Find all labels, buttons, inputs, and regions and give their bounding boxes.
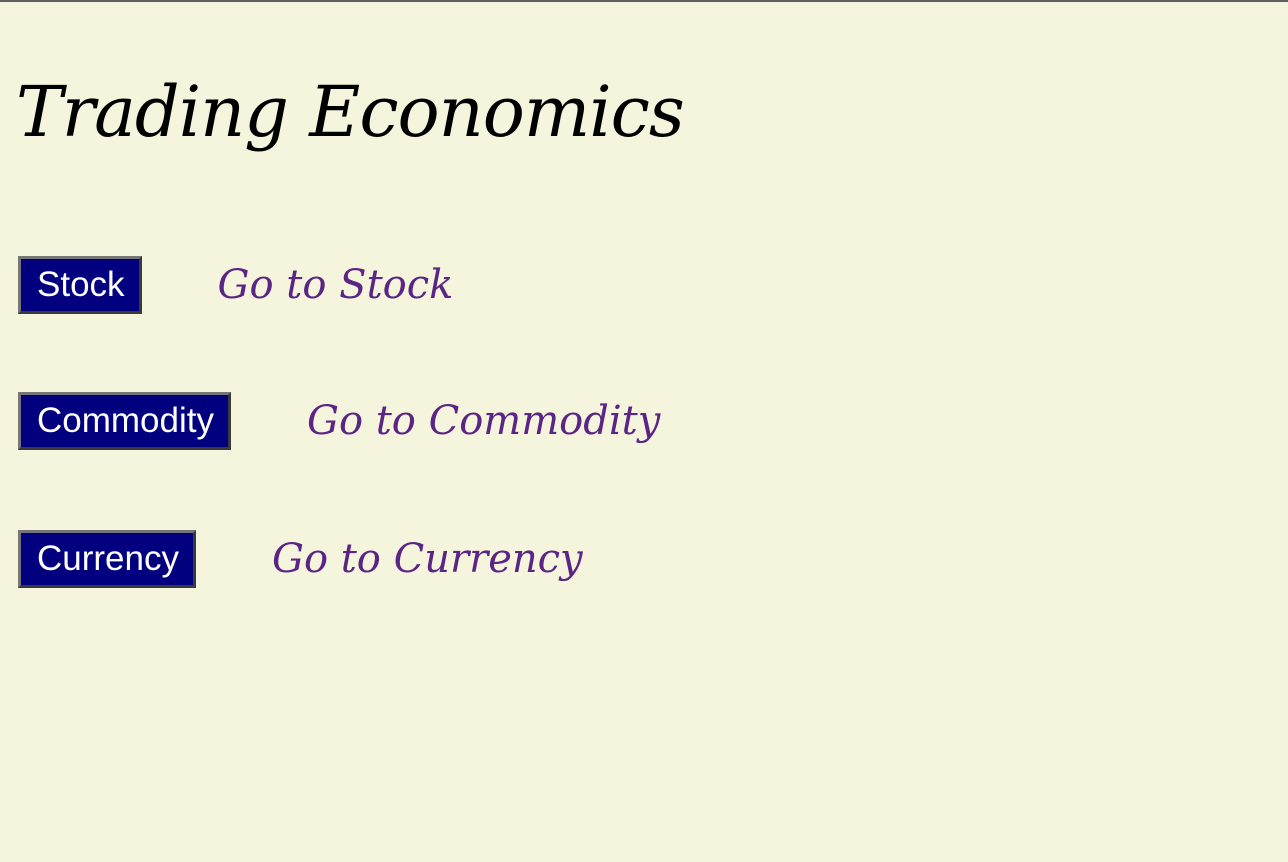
nav-row-commodity: Commodity Go to Commodity — [18, 392, 660, 450]
go-to-stock-link[interactable]: Go to Stock — [217, 262, 454, 308]
go-to-commodity-link[interactable]: Go to Commodity — [306, 398, 661, 444]
go-to-currency-link[interactable]: Go to Currency — [271, 536, 583, 582]
currency-button[interactable]: Currency — [18, 530, 196, 588]
commodity-button[interactable]: Commodity — [18, 392, 231, 450]
nav-row-stock: Stock Go to Stock — [18, 256, 453, 314]
stock-button[interactable]: Stock — [18, 256, 142, 314]
page-title: Trading Economics — [16, 71, 685, 153]
nav-row-currency: Currency Go to Currency — [18, 530, 583, 588]
